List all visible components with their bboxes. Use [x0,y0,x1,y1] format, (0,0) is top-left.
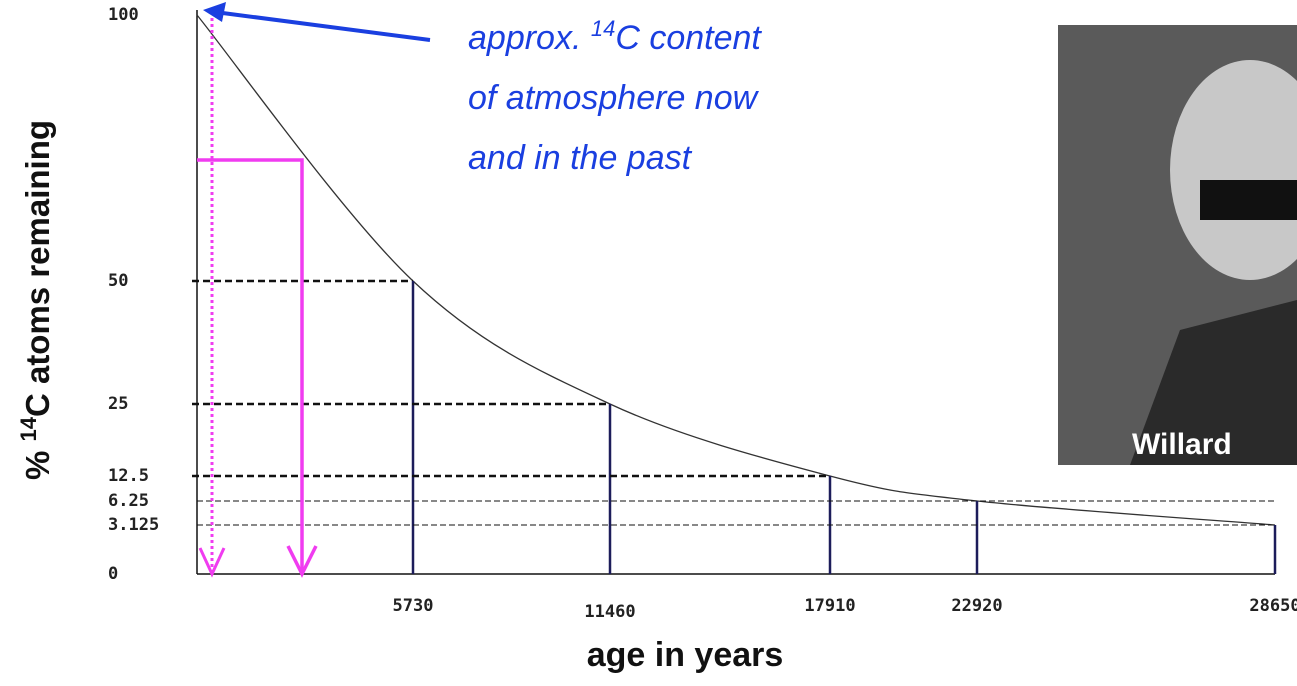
annotation-prefix: approx. [468,19,591,57]
x-tick-label: 5730 [393,596,434,616]
photo-caption: Willard [1132,428,1232,461]
photo-face [1170,60,1297,280]
y-tick-label: 12.5 [108,466,149,486]
y-tick-label: 50 [108,271,128,291]
photo-jacket [1130,300,1297,465]
x-axis-label: age in years [587,636,784,674]
annotation-rest: C content [615,19,762,57]
y-tick-label: 25 [108,394,128,414]
y-tick-label: 6.25 [108,491,149,511]
decay-curve [196,14,1276,526]
y-axis-label: % 14C atoms remaining [16,120,56,480]
annotation-line: of atmosphere now [468,79,760,117]
annotation-sup: 14 [591,16,615,41]
y-tick-label: 100 [108,5,139,25]
annotation-arrow [214,10,431,42]
x-tick-label: 28650 [1249,596,1297,616]
x-tick-label: 22920 [951,596,1002,616]
photo-glasses [1200,180,1297,220]
annotation-line: approx. 14C content [468,16,762,57]
annotation-arrowhead [203,2,226,22]
dotted-arrowhead [198,547,226,578]
y-label-prefix: % [19,442,56,481]
annotation: approx. 14C content of atmosphere now an… [468,16,762,177]
solid-arrowhead [286,545,318,578]
y-tick-label: 3.125 [108,515,159,535]
y-label-sup: 14 [16,416,41,441]
y-label-rest: C atoms remaining [19,120,56,417]
annotation-line: and in the past [468,139,693,177]
x-tick-label: 11460 [584,602,635,622]
solid-arrow [197,158,304,572]
y-tick-label: 0 [108,564,118,584]
x-tick-label: 17910 [804,596,855,616]
